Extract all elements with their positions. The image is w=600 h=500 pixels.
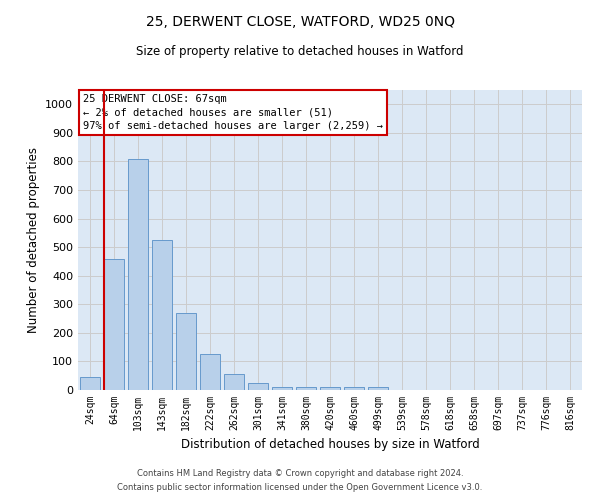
Bar — [272, 387, 292, 390]
Bar — [128, 158, 148, 390]
Bar — [80, 377, 100, 390]
Text: 25, DERWENT CLOSE, WATFORD, WD25 0NQ: 25, DERWENT CLOSE, WATFORD, WD25 0NQ — [146, 15, 455, 29]
Bar — [320, 386, 340, 390]
Bar — [152, 240, 172, 390]
Bar — [224, 374, 244, 390]
Bar — [200, 354, 220, 390]
Text: Size of property relative to detached houses in Watford: Size of property relative to detached ho… — [136, 45, 464, 58]
Text: Contains public sector information licensed under the Open Government Licence v3: Contains public sector information licen… — [118, 484, 482, 492]
Bar — [104, 258, 124, 390]
Bar — [176, 313, 196, 390]
Text: 25 DERWENT CLOSE: 67sqm
← 2% of detached houses are smaller (51)
97% of semi-det: 25 DERWENT CLOSE: 67sqm ← 2% of detached… — [83, 94, 383, 131]
Y-axis label: Number of detached properties: Number of detached properties — [26, 147, 40, 333]
Bar — [368, 387, 388, 390]
Bar — [296, 386, 316, 390]
X-axis label: Distribution of detached houses by size in Watford: Distribution of detached houses by size … — [181, 438, 479, 452]
Bar — [248, 383, 268, 390]
Bar — [344, 387, 364, 390]
Text: Contains HM Land Registry data © Crown copyright and database right 2024.: Contains HM Land Registry data © Crown c… — [137, 468, 463, 477]
